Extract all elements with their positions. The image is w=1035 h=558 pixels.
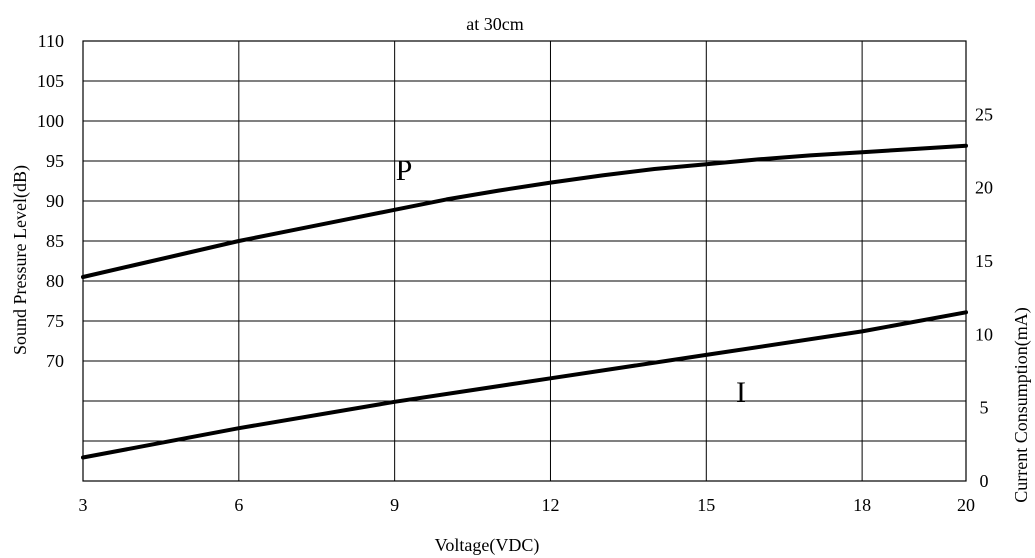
y-tick-label: 85 bbox=[46, 231, 64, 251]
y2-tick-label: 15 bbox=[975, 251, 993, 271]
series-layer bbox=[81, 143, 968, 460]
y-tick-label: 90 bbox=[46, 191, 64, 211]
series-label-i: I bbox=[736, 376, 746, 409]
y2-tick-label: 20 bbox=[975, 178, 993, 198]
x-tick-label: 6 bbox=[234, 495, 243, 515]
series-line-p bbox=[81, 143, 968, 279]
grid bbox=[82, 40, 967, 482]
y2-tick-label: 10 bbox=[975, 324, 993, 344]
x-tick-label: 18 bbox=[853, 495, 871, 515]
x-tick-label: 12 bbox=[541, 495, 559, 515]
x-tick-label: 15 bbox=[697, 495, 715, 515]
chart-title: at 30cm bbox=[466, 14, 523, 34]
series-line-i bbox=[81, 310, 968, 460]
y2-tick-label: 25 bbox=[975, 104, 993, 124]
y2-axis-title: Current Consumption(mA) bbox=[1011, 307, 1032, 503]
y-axis-title: Sound Pressure Level(dB) bbox=[10, 165, 31, 355]
y-tick-label: 75 bbox=[46, 311, 64, 331]
x-tick-label: 9 bbox=[390, 495, 399, 515]
y-tick-label: 95 bbox=[46, 151, 64, 171]
x-axis-title: Voltage(VDC) bbox=[435, 535, 540, 556]
tick-labels: 3 6 9 12 15 18 2011010510095908580757025201510… bbox=[37, 31, 993, 515]
y-tick-label: 100 bbox=[37, 111, 64, 131]
y-tick-label: 105 bbox=[37, 71, 64, 91]
y-tick-label: 80 bbox=[46, 271, 64, 291]
series-label-p: P bbox=[396, 154, 413, 187]
y-tick-label: 110 bbox=[38, 31, 64, 51]
y-tick-label: 70 bbox=[46, 351, 64, 371]
plot-frame bbox=[82, 40, 967, 482]
x-tick-label: 20 bbox=[957, 495, 975, 515]
y2-tick-label: 5 bbox=[980, 398, 989, 418]
x-tick-label: 3 bbox=[79, 495, 88, 515]
y2-tick-label: 0 bbox=[980, 471, 989, 491]
